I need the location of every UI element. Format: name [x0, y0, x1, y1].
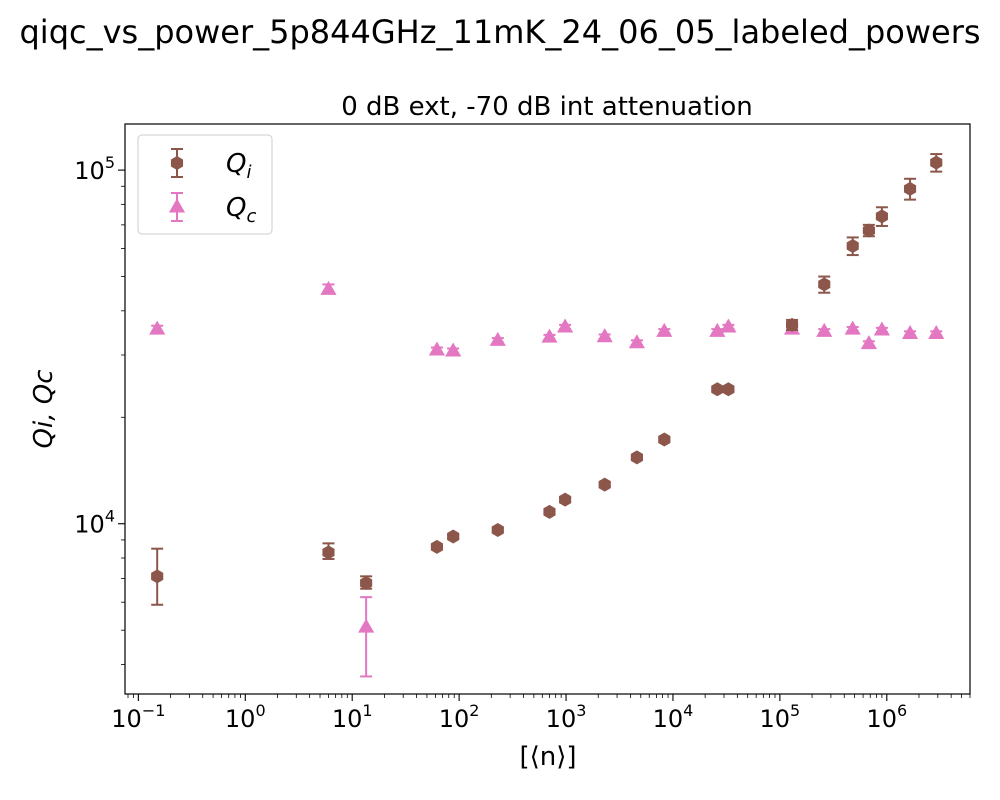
qc-point — [844, 320, 861, 335]
qi-point — [722, 382, 735, 397]
plot-area-frame — [124, 123, 971, 695]
figure-suptitle: qiqc_vs_power_5p844GHz_11mK_24_06_05_lab… — [19, 13, 980, 51]
qc-point — [816, 322, 833, 337]
qc-point — [149, 320, 166, 335]
x-tick-label-base: 10 — [332, 705, 363, 733]
y-tick-label-exp: 4 — [105, 507, 115, 526]
x-tick-label-base: 10 — [866, 705, 897, 733]
qc-point — [860, 335, 877, 350]
x-tick-label: 103 — [546, 701, 587, 733]
qi-point — [430, 539, 443, 554]
qi-point — [491, 523, 504, 537]
qi-point — [322, 545, 335, 560]
qc-point — [428, 341, 445, 356]
qi-point — [711, 382, 724, 397]
y-axis-label: Qi, Qc — [29, 370, 59, 449]
series-qi — [151, 153, 943, 606]
qc-point — [489, 331, 506, 346]
y-tick-label-base: 10 — [74, 157, 105, 185]
qc-point — [320, 280, 337, 295]
x-tick-label-base: 10 — [111, 705, 142, 733]
legend-label-main: Q — [226, 193, 246, 223]
qc-point — [541, 328, 558, 343]
x-tick-label-exp: 1 — [362, 701, 372, 720]
qc-point — [596, 328, 613, 343]
legend-qi-marker — [170, 156, 184, 170]
qi-point — [447, 529, 460, 544]
series-qc — [149, 280, 945, 678]
qi-point — [658, 432, 671, 447]
x-tick-label-exp: −1 — [142, 701, 166, 720]
qc-point — [901, 325, 919, 340]
qi-point — [786, 317, 799, 332]
y-tick-label-exp: 5 — [105, 153, 115, 172]
x-tick-label-exp: 5 — [790, 701, 800, 720]
qi-point — [559, 492, 572, 507]
x-tick-label-base: 10 — [653, 705, 684, 733]
qi-point — [360, 575, 373, 590]
qi-point — [930, 155, 943, 170]
qc-point — [557, 318, 574, 333]
qi-point — [875, 209, 888, 224]
y-tick-label: 104 — [74, 507, 115, 539]
x-tick-label-exp: 4 — [683, 701, 693, 720]
x-axis-ticks: 10−1 100 101 102 103 104 105 106 — [111, 694, 971, 733]
legend-qc-marker — [168, 198, 186, 213]
x-tick-label-base: 10 — [225, 705, 256, 733]
qi-point — [598, 477, 611, 492]
x-tick-label: 102 — [439, 701, 480, 733]
legend-label-sub: i — [246, 162, 251, 183]
x-tick-label-exp: 0 — [255, 701, 265, 720]
x-tick-label-base: 10 — [546, 705, 577, 733]
plot-marks — [149, 153, 945, 678]
y-tick-label-base: 10 — [74, 511, 105, 539]
qi-point — [630, 450, 643, 465]
x-tick-label: 101 — [332, 701, 373, 733]
x-tick-label-base: 10 — [760, 705, 791, 733]
x-tick-label-exp: 3 — [576, 701, 586, 720]
x-tick-label: 106 — [866, 701, 907, 733]
x-tick-label-exp: 2 — [469, 701, 479, 720]
qi-point — [543, 504, 556, 519]
legend-label-main: Q — [226, 149, 246, 179]
x-axis-label: [⟨n⟩] — [519, 742, 576, 772]
qc-point — [445, 342, 462, 357]
x-tick-label-exp: 6 — [897, 701, 907, 720]
x-tick-label: 105 — [760, 701, 801, 733]
qi-point — [862, 223, 875, 238]
qi-point — [818, 277, 831, 292]
qi-point — [903, 181, 917, 196]
x-tick-label: 10−1 — [111, 701, 165, 733]
legend-qi-label: Qi — [226, 149, 251, 183]
y-tick-label: 105 — [74, 153, 115, 185]
qc-point — [873, 321, 890, 336]
qc-point — [358, 618, 375, 633]
x-tick-label-base: 10 — [439, 705, 470, 733]
qi-point — [151, 569, 164, 584]
qc-point — [709, 322, 726, 337]
legend-qc-label: Qc — [226, 193, 256, 227]
x-tick-label: 104 — [653, 701, 694, 733]
chart-title: 0 dB ext, -70 dB int attenuation — [341, 92, 753, 122]
qc-point — [720, 318, 737, 333]
qi-point — [846, 239, 859, 254]
qc-point — [928, 325, 945, 340]
x-tick-label: 100 — [225, 701, 266, 733]
legend-label-sub: c — [246, 206, 256, 227]
qc-point — [628, 334, 645, 349]
qc-point — [656, 322, 673, 337]
